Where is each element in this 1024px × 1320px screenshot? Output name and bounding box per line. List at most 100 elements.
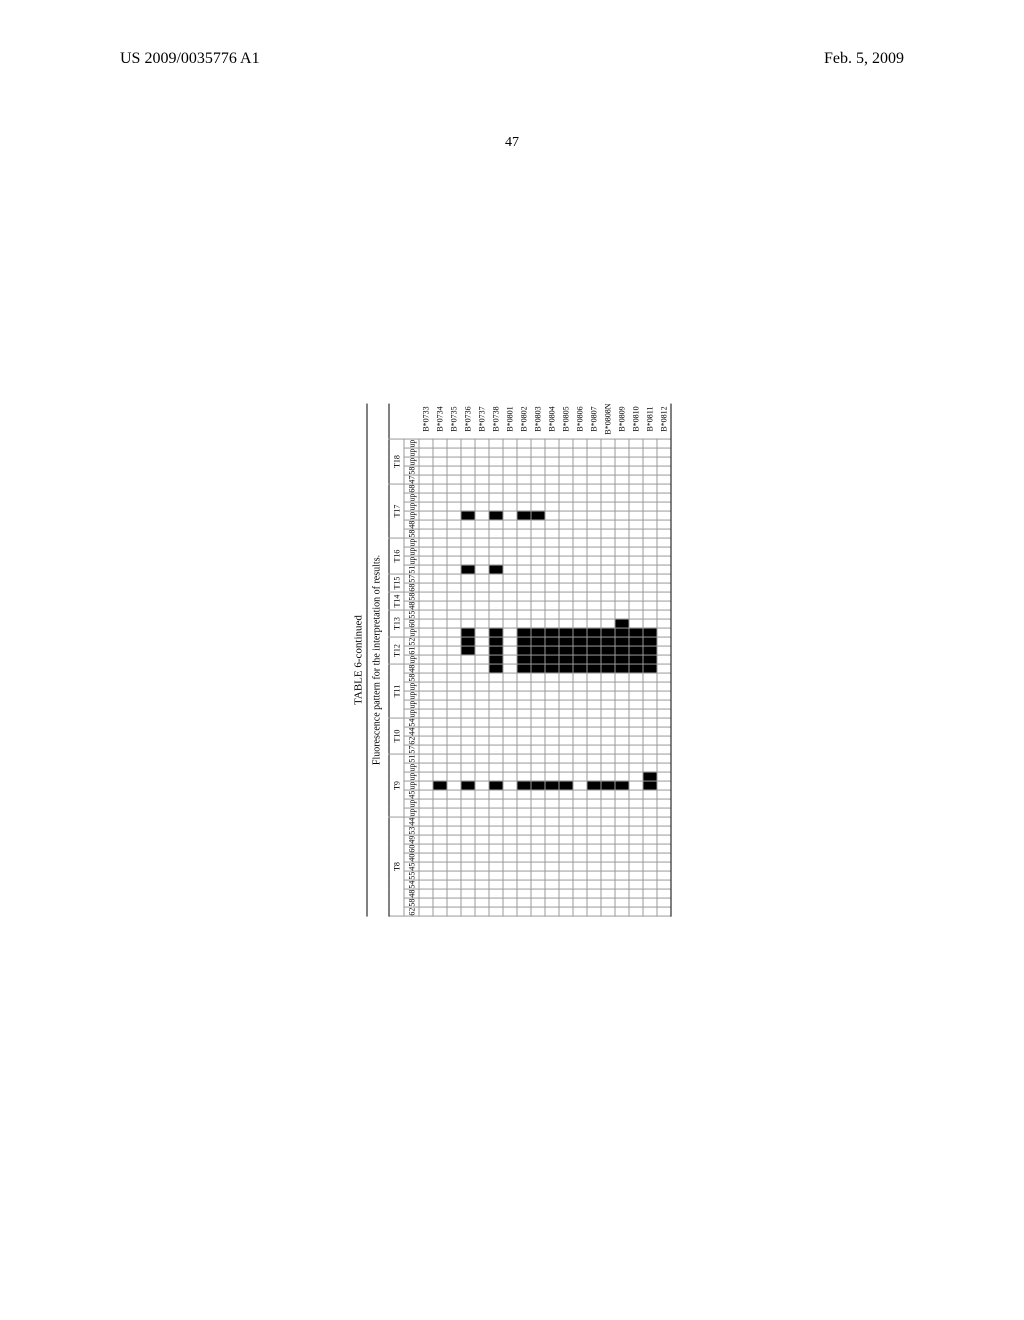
col-group: T12 — [389, 637, 404, 664]
table-cell — [517, 673, 531, 682]
table-cell — [657, 673, 671, 682]
table-cell — [433, 628, 447, 637]
table-cell — [601, 619, 615, 628]
table-cell — [531, 628, 545, 637]
table-cell — [545, 493, 559, 502]
table-cell — [531, 727, 545, 736]
table-cell — [433, 790, 447, 799]
table-cell — [587, 493, 601, 502]
table-cell — [503, 529, 517, 538]
table-cell — [461, 844, 475, 853]
table-cell — [643, 772, 657, 781]
table-cell — [587, 763, 601, 772]
table-cell — [447, 871, 461, 880]
table-cell — [657, 853, 671, 862]
col-group: T9 — [389, 754, 404, 817]
table-cell — [503, 718, 517, 727]
table-cell — [475, 466, 489, 475]
table-cell — [629, 493, 643, 502]
table-cell — [573, 871, 587, 880]
table-cell — [433, 862, 447, 871]
table-cell — [587, 646, 601, 655]
table-cell — [517, 592, 531, 601]
table-cell — [461, 673, 475, 682]
table-cell — [601, 529, 615, 538]
table-cell — [531, 457, 545, 466]
table-cell — [531, 835, 545, 844]
table-cell — [629, 844, 643, 853]
table-cell — [559, 493, 573, 502]
table-cell — [447, 448, 461, 457]
table-cell — [503, 565, 517, 574]
table-cell — [503, 871, 517, 880]
table-cell — [629, 826, 643, 835]
table-cell — [545, 673, 559, 682]
table-cell — [573, 565, 587, 574]
table-cell — [615, 637, 629, 646]
table-cell — [489, 718, 503, 727]
row-label: B*0808N — [601, 403, 615, 439]
table-cell — [573, 601, 587, 610]
table-cell — [643, 547, 657, 556]
table-cell — [433, 556, 447, 565]
table-cell — [475, 484, 489, 493]
table-cell — [601, 736, 615, 745]
table-cell — [657, 718, 671, 727]
table-cell — [643, 466, 657, 475]
table-cell — [475, 439, 489, 448]
table-cell — [475, 619, 489, 628]
table-cell — [643, 592, 657, 601]
table-cell — [531, 862, 545, 871]
col-header: up — [404, 493, 419, 502]
table-cell — [559, 457, 573, 466]
table-cell — [433, 574, 447, 583]
row-label: B*0803 — [531, 403, 545, 439]
col-header: 58 — [404, 466, 419, 475]
col-header: up — [404, 655, 419, 664]
table-cell — [475, 538, 489, 547]
table-cell — [489, 835, 503, 844]
table-cell — [559, 628, 573, 637]
table-cell — [657, 880, 671, 889]
table-cell — [489, 556, 503, 565]
table-cell — [657, 475, 671, 484]
table-cell — [643, 493, 657, 502]
table-cell — [447, 475, 461, 484]
table-cell — [657, 511, 671, 520]
table-cell — [601, 889, 615, 898]
table-cell — [461, 709, 475, 718]
table-cell — [461, 601, 475, 610]
table-cell — [573, 610, 587, 619]
table-cell — [657, 547, 671, 556]
col-header: 54 — [404, 880, 419, 889]
table-cell — [601, 493, 615, 502]
table-cell — [475, 529, 489, 538]
table-cell — [461, 691, 475, 700]
table-cell — [475, 682, 489, 691]
table-cell — [489, 592, 503, 601]
table-cell — [419, 736, 433, 745]
table-cell — [447, 583, 461, 592]
table-cell — [433, 754, 447, 763]
table-cell — [517, 745, 531, 754]
table-cell — [629, 772, 643, 781]
table-cell — [419, 664, 433, 673]
table-cell — [629, 862, 643, 871]
table-cell — [559, 700, 573, 709]
table-cell — [447, 709, 461, 718]
table-cell — [615, 790, 629, 799]
table-cell — [559, 844, 573, 853]
table-cell — [545, 682, 559, 691]
table-cell — [545, 700, 559, 709]
table-cell — [447, 682, 461, 691]
table-cell — [643, 844, 657, 853]
table-cell — [559, 907, 573, 916]
table-cell — [489, 619, 503, 628]
table-cell — [475, 889, 489, 898]
table-cell — [419, 826, 433, 835]
table-cell — [503, 844, 517, 853]
table-cell — [601, 817, 615, 826]
table-cell — [447, 655, 461, 664]
table-cell — [643, 484, 657, 493]
col-header: 58 — [404, 529, 419, 538]
